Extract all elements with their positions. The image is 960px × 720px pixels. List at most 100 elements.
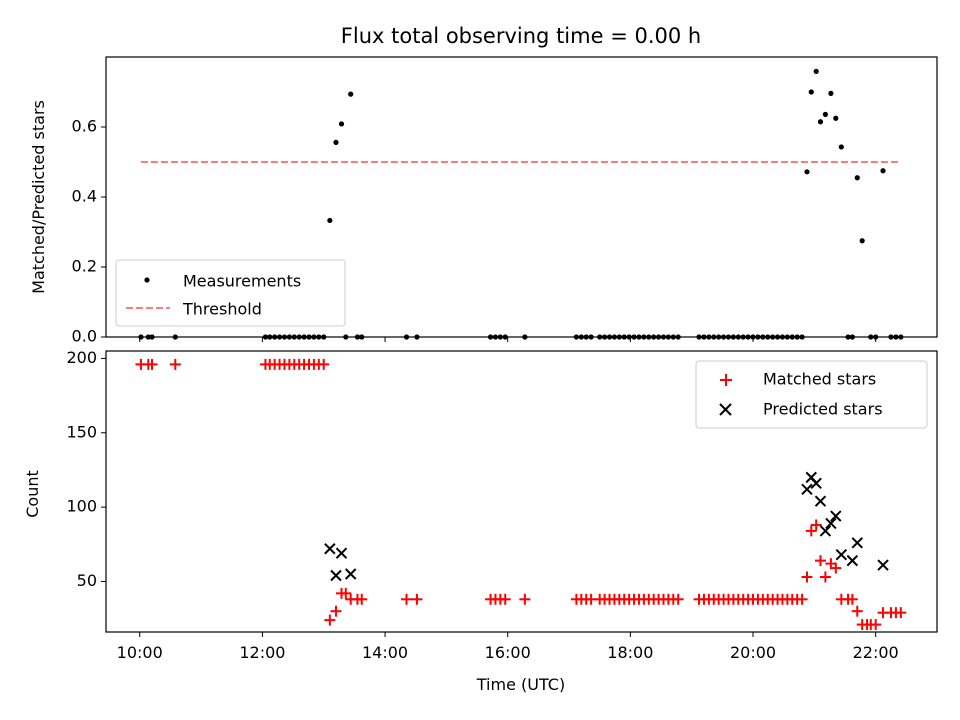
x-tick-label: 20:00: [730, 643, 776, 662]
bottom-y-ticks: 50 100 150 200: [66, 348, 106, 590]
legend-measurements-marker: [144, 277, 150, 283]
x-stroke-b: [819, 525, 832, 537]
matched-star-point: [519, 593, 531, 605]
matched-star-point: [796, 593, 808, 605]
matched-star-point: [805, 525, 817, 537]
measurement-point: [338, 121, 345, 127]
measurement-point: [808, 89, 814, 95]
matched-star-point: [819, 571, 831, 583]
matched-star-point: [330, 605, 342, 617]
x-tick-label: 22:00: [853, 643, 899, 662]
x-tick-label: 16:00: [485, 643, 531, 662]
x-stroke-b: [851, 537, 863, 549]
x-tick-label: 10:00: [117, 643, 163, 662]
measurement-point: [804, 169, 810, 175]
predicted-star-point: [825, 517, 837, 530]
top-legend-box: [115, 259, 346, 327]
measurement-point: [838, 144, 844, 150]
matched-star-point: [340, 587, 352, 599]
matched-star-point: [814, 555, 826, 567]
x-stroke-b: [324, 543, 336, 555]
bottom-panel: 50 100 150 200 10:00 12:00 14:00 16:00 18:00 20:…: [23, 348, 938, 694]
matched-star-point: [870, 619, 882, 631]
bottom-x-ticks: 10:00 12:00 14:00 16:00 18:00 20:00 22:00: [117, 632, 899, 662]
measurement-point: [333, 139, 339, 145]
legend-measurements-label: Measurements: [183, 272, 301, 291]
x-stroke-b: [810, 477, 822, 490]
measurement-point: [880, 168, 886, 174]
top-y-axis-label: Matched/Predicted stars: [29, 100, 48, 294]
x-stroke-b: [335, 547, 348, 559]
matched-star-point: [830, 562, 842, 574]
matched-star-point: [499, 593, 511, 605]
top-legend: Measurements Threshold: [115, 259, 346, 327]
x-stroke-b: [835, 548, 848, 561]
top-axes-frame: [105, 56, 938, 338]
x-stroke-b: [830, 510, 842, 522]
matched-star-point: [146, 358, 158, 370]
x-tick-label: 18:00: [607, 643, 653, 662]
legend-threshold-label: Threshold: [182, 300, 262, 319]
matched-star-point: [356, 593, 368, 605]
predicted-star-point: [335, 547, 348, 559]
predicted-star-point: [810, 477, 822, 490]
predicted-star-point: [830, 510, 842, 522]
predicted-star-point: [330, 569, 342, 582]
predicted-star-point: [819, 525, 832, 537]
bottom-plot-marks: [135, 358, 907, 631]
y-tick-label: 50: [77, 571, 97, 590]
measurement-point: [854, 175, 860, 181]
matched-star-point: [801, 571, 813, 583]
measurement-point: [813, 68, 819, 74]
y-tick-label: 0.6: [72, 117, 97, 136]
matched-star-point: [851, 605, 863, 617]
x-tick-label: 14:00: [362, 643, 408, 662]
matched-star-point: [318, 358, 330, 370]
matched-star-point: [672, 593, 684, 605]
legend-matched-label: Matched stars: [763, 370, 876, 389]
x-stroke-b: [877, 559, 889, 571]
x-stroke-b: [846, 554, 859, 567]
predicted-star-point: [877, 559, 889, 571]
chart-title: Flux total observing time = 0.00 h: [341, 24, 701, 48]
x-stroke-b: [825, 517, 837, 530]
bottom-legend-box: [695, 360, 928, 429]
predicted-star-point: [344, 568, 357, 580]
matched-star-point: [895, 607, 907, 619]
measurement-point: [833, 115, 839, 121]
matched-star-point: [324, 614, 336, 626]
matched-star-point: [401, 593, 413, 605]
predicted-star-point: [324, 543, 336, 555]
y-tick-label: 100: [66, 497, 97, 516]
measurement-point: [859, 238, 865, 244]
matched-star-point: [810, 519, 822, 531]
top-panel: 0.0 0.2 0.4 0.6 Matched/Predicted stars Mea…: [29, 56, 938, 346]
x-stroke-b: [801, 483, 813, 495]
matched-star-point: [846, 593, 858, 605]
x-axis-label: Time (UTC): [476, 675, 565, 694]
y-tick-label: 0.0: [72, 327, 97, 346]
x-stroke-b: [330, 569, 342, 582]
y-tick-label: 0.2: [72, 257, 97, 276]
bottom-axes-frame: [105, 350, 938, 633]
bottom-legend: Matched stars Predicted stars: [695, 360, 928, 429]
measurement-point: [348, 91, 354, 97]
predicted-star-point: [814, 495, 827, 507]
matched-star-point: [169, 358, 181, 370]
y-tick-label: 150: [66, 422, 97, 441]
measurement-point: [327, 217, 333, 224]
y-tick-label: 0.4: [72, 187, 97, 206]
top-y-ticks: 0.0 0.2 0.4 0.6: [72, 117, 106, 346]
legend-predicted-label: Predicted stars: [763, 400, 883, 419]
x-stroke-b: [814, 495, 827, 507]
measurement-point: [817, 119, 824, 125]
legend-matched-marker: [720, 374, 732, 386]
predicted-star-point: [846, 554, 859, 567]
bottom-y-axis-label: Count: [23, 470, 42, 518]
measurement-point: [822, 111, 828, 117]
predicted-star-point: [835, 548, 848, 561]
y-tick-label: 200: [66, 348, 97, 367]
legend-predicted-marker: [719, 403, 732, 416]
predicted-star-point: [801, 483, 813, 495]
predicted-star-point: [851, 537, 863, 549]
